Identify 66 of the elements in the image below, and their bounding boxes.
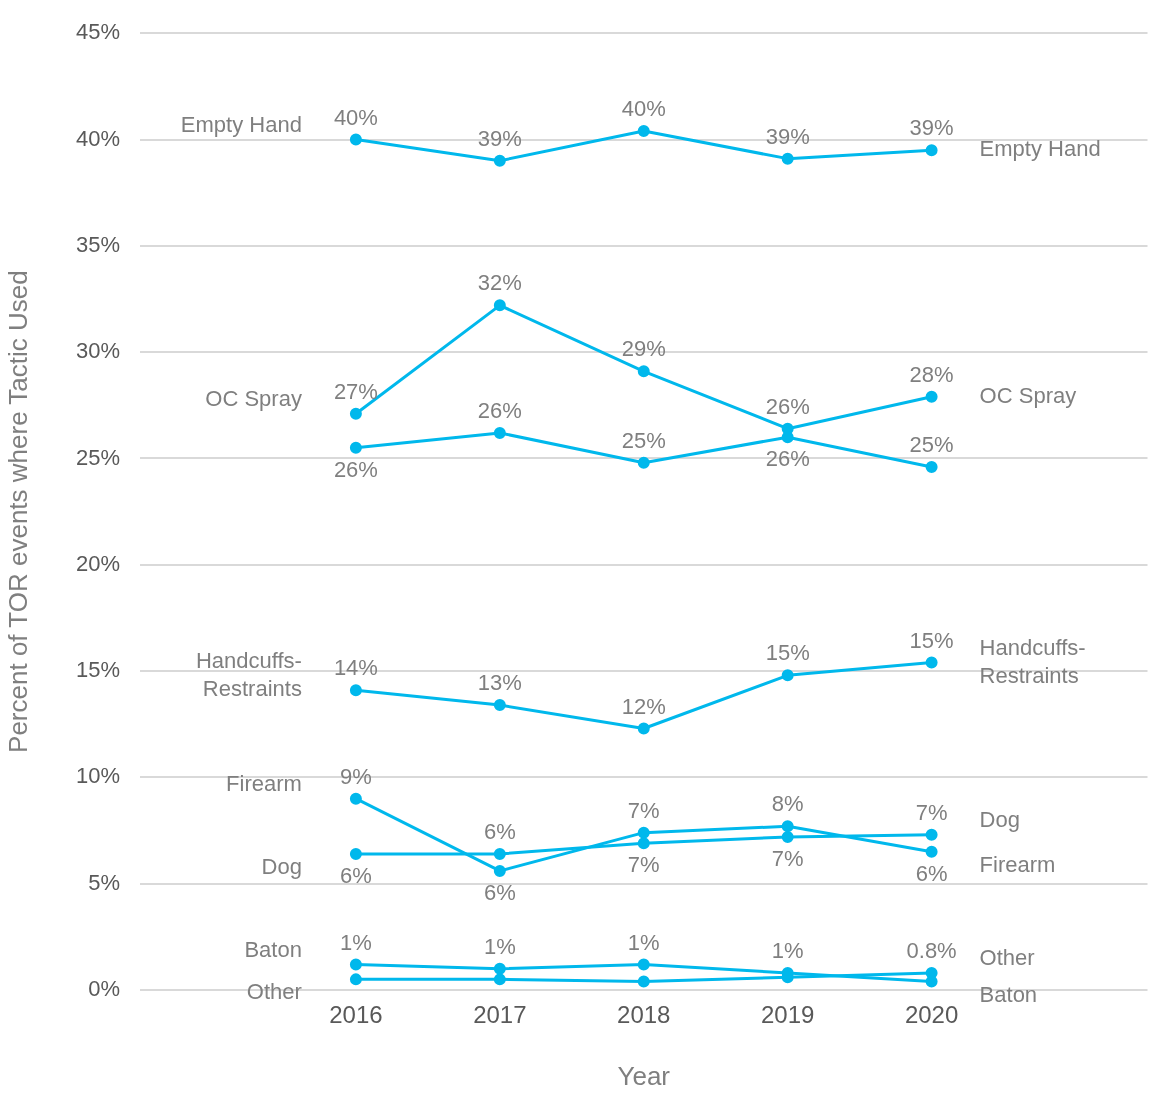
x-axis-title: Year <box>617 1060 671 1091</box>
series-label: Dog <box>979 806 1020 832</box>
data-label: 6% <box>915 860 948 886</box>
data-label: 26% <box>333 456 378 482</box>
data-label: 32% <box>477 270 522 296</box>
data-label: 40% <box>333 104 378 130</box>
text: Baton <box>244 936 302 962</box>
data-label: 25% <box>909 432 954 458</box>
data-label: 6% <box>339 862 372 888</box>
x-tick-label: 2019 <box>760 1001 815 1029</box>
data-label: 0.8% <box>906 938 957 964</box>
data-label: 6% <box>483 818 516 844</box>
data-label: 26% <box>765 393 810 419</box>
data-label: 25% <box>621 427 666 453</box>
data-label: 26% <box>477 397 522 423</box>
data-label: 39% <box>909 115 954 141</box>
y-tick-label: 15% <box>75 657 120 683</box>
data-label: 7% <box>627 797 660 823</box>
series-label: Other <box>979 945 1035 971</box>
y-tick-label: 10% <box>75 763 120 789</box>
x-tick-label: 2017 <box>473 1001 527 1029</box>
x-tick-label: 2018 <box>617 1001 671 1029</box>
x-tick-label: 2020 <box>904 1001 959 1029</box>
data-label: 7% <box>771 845 804 871</box>
y-tick-label: 5% <box>88 869 120 895</box>
text: Firearm <box>226 770 302 796</box>
data-label: 8% <box>771 791 804 817</box>
data-label: 40% <box>621 96 666 122</box>
series-label: Baton <box>979 981 1038 1007</box>
text: OC Spray <box>205 385 302 411</box>
data-label: 7% <box>627 852 660 878</box>
data-label: 29% <box>621 336 666 362</box>
data-label: 12% <box>621 693 666 719</box>
y-tick-label: 25% <box>75 444 120 470</box>
text: Dog <box>261 853 302 879</box>
y-tick-label: 20% <box>75 550 120 576</box>
data-label: 9% <box>339 763 372 789</box>
data-label: 1% <box>339 929 372 955</box>
text: Other <box>246 979 302 1005</box>
data-label: 15% <box>765 640 810 666</box>
data-label: 13% <box>477 670 522 696</box>
text: Empty Hand <box>180 111 302 137</box>
data-label: 1% <box>627 929 660 955</box>
data-label: 1% <box>771 938 804 964</box>
y-tick-label: 45% <box>75 19 120 45</box>
data-label: 39% <box>765 123 810 149</box>
data-label: 27% <box>333 378 378 404</box>
data-label: 7% <box>915 799 948 825</box>
series-label: Handcuffs-Restraints <box>979 634 1086 688</box>
y-axis-title: Percent of TOR events where Tactic Used <box>2 270 33 753</box>
series-label: Empty Hand <box>979 136 1101 162</box>
data-label: 6% <box>483 879 516 905</box>
y-tick-label: 40% <box>75 125 120 151</box>
series-label: OC Spray <box>979 382 1077 408</box>
text: Handcuffs-Restraints <box>195 648 302 702</box>
x-tick-label: 2016 <box>329 1001 383 1029</box>
data-label: 14% <box>333 655 378 681</box>
series-label: Firearm <box>979 851 1056 877</box>
y-tick-label: 35% <box>75 231 120 257</box>
y-tick-label: 30% <box>75 338 120 364</box>
data-label: 15% <box>909 627 954 653</box>
data-label: 1% <box>483 933 516 959</box>
y-tick-label: 0% <box>88 976 120 1002</box>
data-label: 39% <box>477 125 522 151</box>
data-label: 26% <box>765 446 810 472</box>
data-label: 28% <box>909 361 954 387</box>
